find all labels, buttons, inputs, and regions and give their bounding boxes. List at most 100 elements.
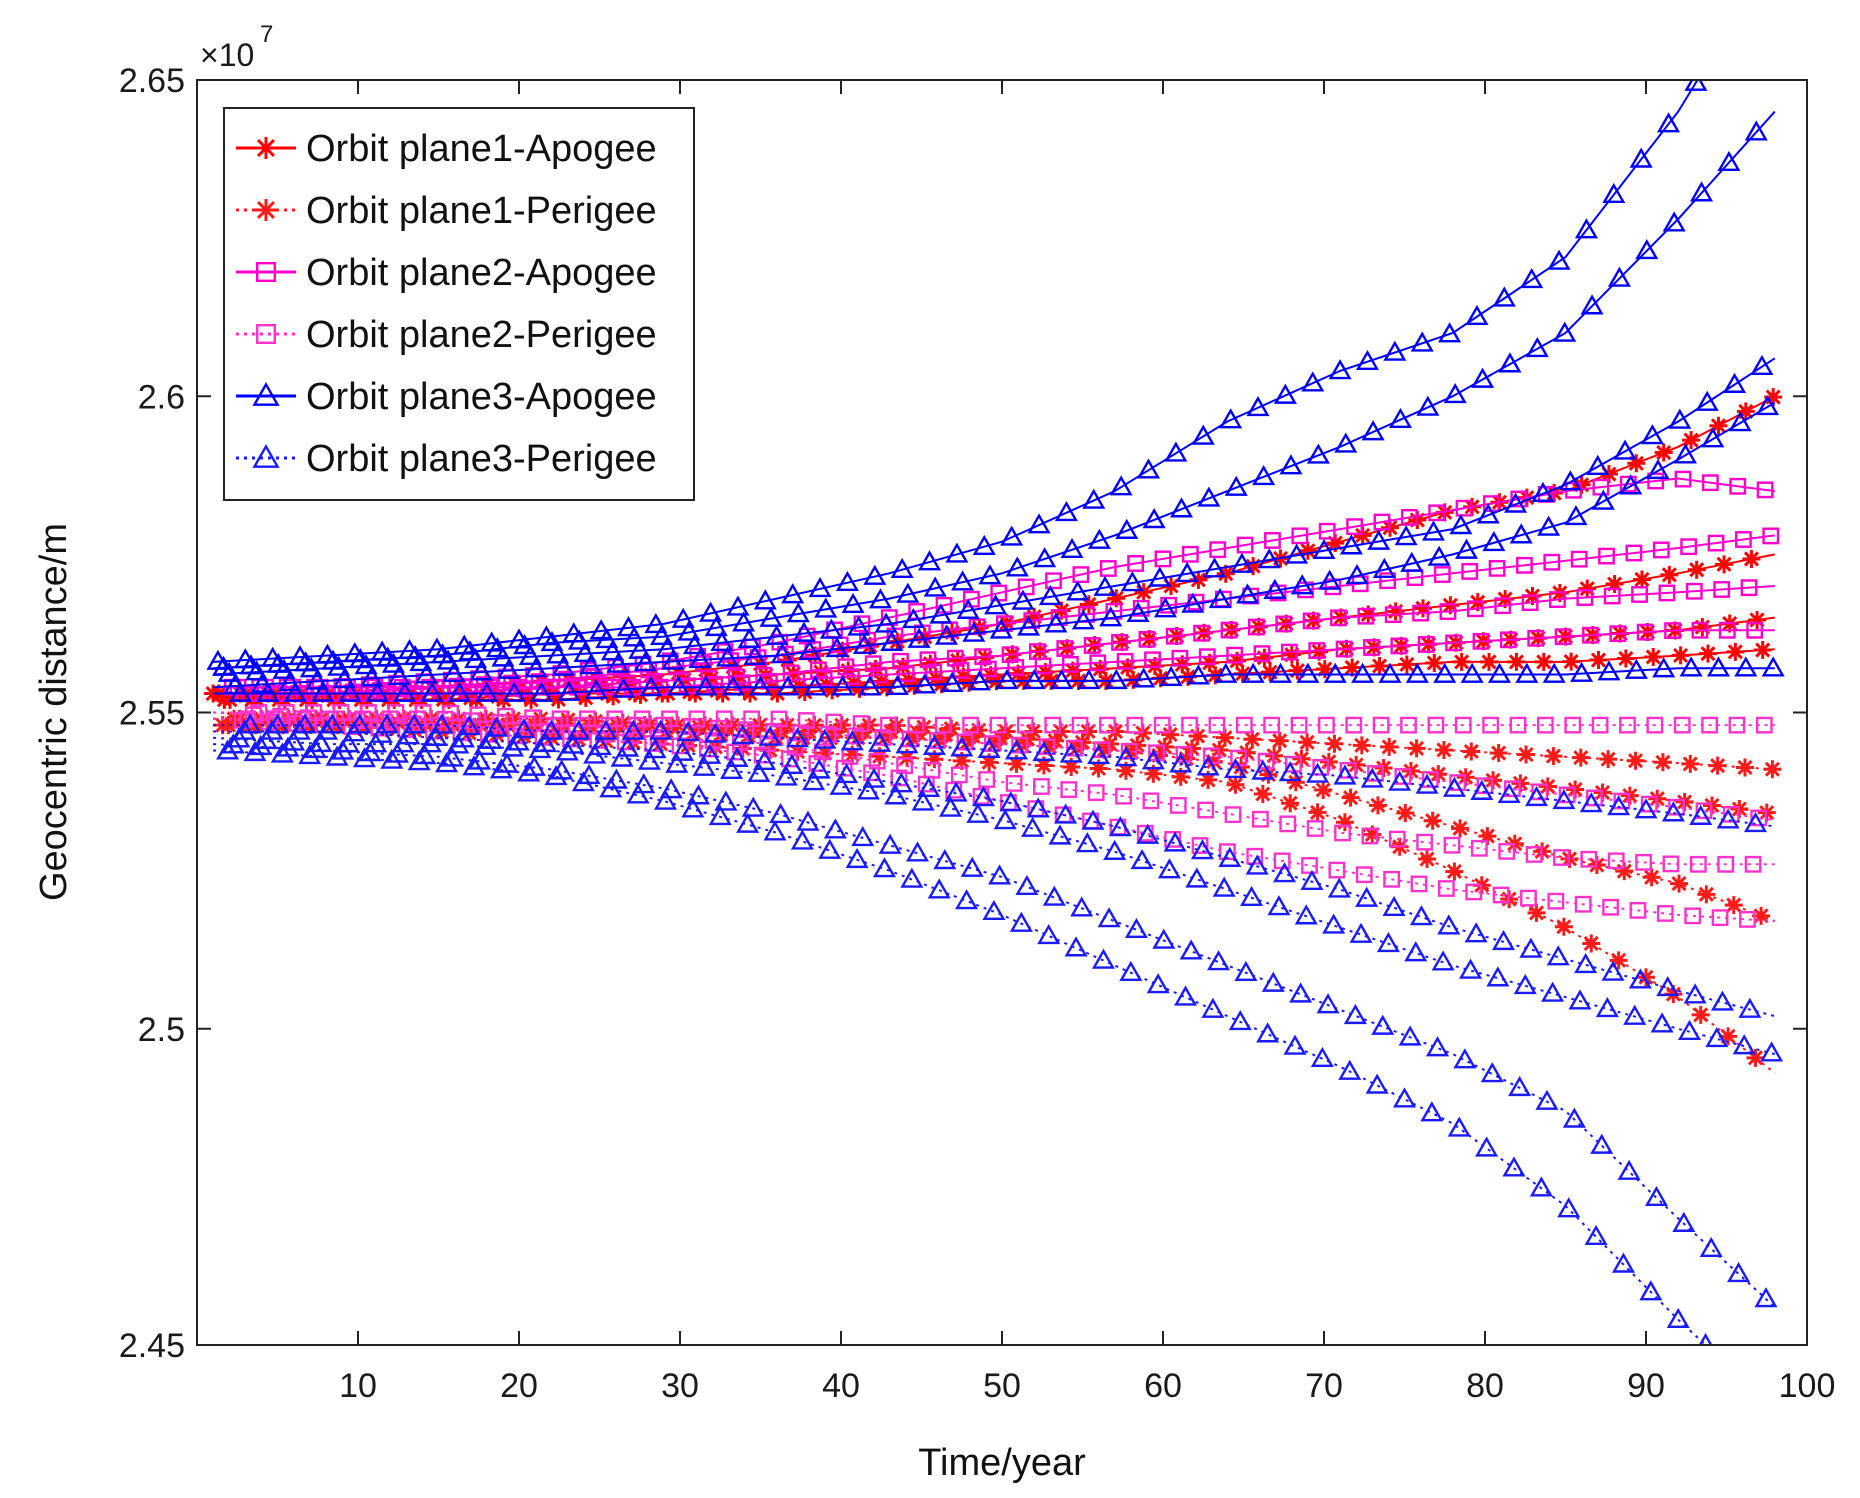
data-marker [1132, 599, 1150, 617]
data-marker [435, 752, 459, 773]
data-marker [1253, 645, 1271, 663]
data-marker [1103, 839, 1127, 860]
data-marker [1656, 975, 1680, 997]
data-marker [823, 818, 847, 839]
data-marker [1488, 559, 1506, 577]
data-marker [1097, 907, 1121, 928]
data-marker [332, 704, 350, 721]
data-marker [1578, 579, 1597, 598]
data-marker [1480, 652, 1499, 671]
data-marker [1226, 646, 1244, 664]
data-marker [621, 719, 645, 740]
data-marker [1259, 765, 1278, 784]
data-marker [1521, 594, 1539, 612]
legend-marker [255, 137, 277, 159]
data-marker [1394, 525, 1418, 546]
data-marker [896, 582, 920, 603]
series-line [213, 736, 1776, 1056]
data-marker [1719, 1027, 1738, 1046]
data-marker [1270, 731, 1289, 750]
data-marker [808, 577, 832, 598]
data-marker [1044, 612, 1068, 633]
series-line [213, 357, 1776, 676]
data-marker [1363, 639, 1380, 656]
data-marker [1197, 801, 1215, 819]
data-marker [1591, 716, 1609, 734]
data-marker [962, 716, 980, 734]
data-marker [1717, 150, 1741, 171]
data-marker [1626, 751, 1645, 770]
data-marker [1635, 853, 1652, 871]
data-marker [557, 680, 581, 701]
data-marker [1306, 820, 1324, 837]
data-marker [1190, 839, 1214, 860]
data-marker [1398, 1025, 1422, 1046]
data-marker [1447, 1116, 1471, 1137]
data-marker [485, 637, 509, 658]
data-marker [1196, 755, 1220, 776]
data-marker [748, 675, 773, 696]
data-marker [1613, 792, 1631, 810]
data-marker [715, 646, 740, 667]
data-marker [1625, 544, 1643, 562]
data-marker [348, 713, 372, 734]
data-marker [1679, 656, 1703, 677]
data-marker [1236, 536, 1254, 554]
data-marker [1104, 668, 1128, 690]
data-marker [1602, 182, 1626, 204]
data-marker [950, 736, 974, 757]
data-marker [1246, 395, 1270, 417]
data-marker [1235, 716, 1253, 734]
data-marker [1136, 458, 1161, 479]
data-marker [1138, 630, 1156, 648]
data-marker [818, 838, 842, 859]
data-marker [1438, 322, 1462, 343]
data-marker [311, 681, 335, 702]
data-marker [298, 744, 322, 765]
data-marker [1359, 605, 1378, 624]
data-marker [774, 765, 798, 786]
data-marker [1220, 621, 1238, 639]
data-marker [1586, 454, 1610, 476]
data-marker [469, 706, 487, 724]
data-marker [1290, 574, 1314, 595]
data-marker [1245, 854, 1269, 875]
data-marker [802, 770, 826, 791]
data-marker [1552, 789, 1576, 810]
data-marker [1302, 612, 1320, 630]
data-marker [1070, 896, 1094, 917]
data-marker [1298, 733, 1317, 752]
data-marker [1590, 1133, 1614, 1154]
data-marker [829, 774, 853, 795]
data-marker [1400, 509, 1418, 526]
data-marker [518, 644, 542, 666]
data-marker [1000, 525, 1024, 546]
data-marker [1376, 931, 1400, 953]
data-marker [1355, 866, 1373, 884]
data-marker [1698, 644, 1717, 663]
data-marker [989, 716, 1007, 734]
data-marker [814, 743, 831, 761]
data-marker [1755, 716, 1773, 734]
data-marker [1174, 985, 1198, 1006]
data-marker [1216, 564, 1235, 583]
data-marker [999, 791, 1023, 812]
data-marker [1736, 758, 1755, 777]
data-marker [1044, 716, 1062, 734]
data-marker [1247, 618, 1265, 636]
data-marker [1234, 960, 1258, 982]
data-marker [1240, 885, 1264, 907]
data-marker [1723, 1360, 1742, 1377]
data-marker [1072, 566, 1090, 584]
data-marker [929, 603, 953, 624]
data-marker [923, 576, 947, 597]
data-marker [1717, 855, 1735, 873]
data-marker [1654, 443, 1673, 462]
data-marker [1454, 716, 1472, 734]
data-marker [577, 763, 601, 785]
data-marker [808, 755, 826, 772]
data-marker [1280, 643, 1298, 661]
data-marker [221, 690, 240, 709]
data-marker [918, 550, 942, 571]
data-marker [1177, 749, 1196, 768]
